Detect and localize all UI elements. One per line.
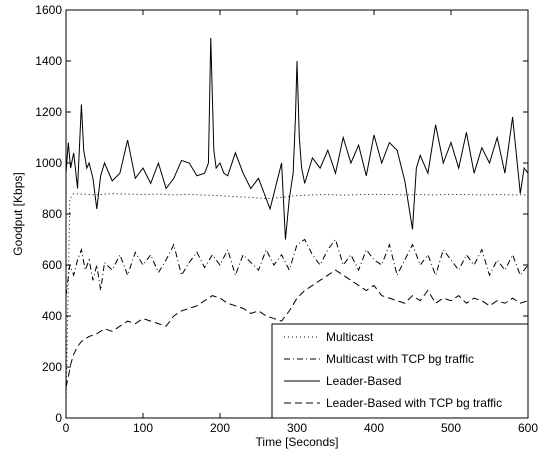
y-axis-label: Goodput [Kbps] bbox=[11, 172, 25, 255]
legend-label-1: Multicast bbox=[326, 330, 374, 344]
y-tick-label: 0 bbox=[55, 411, 62, 425]
y-tick-label: 600 bbox=[42, 258, 62, 272]
series-line-1 bbox=[65, 193, 528, 406]
legend-label-3: Leader-Based bbox=[326, 374, 401, 388]
x-tick-label: 200 bbox=[210, 421, 230, 435]
x-tick-label: 500 bbox=[441, 421, 461, 435]
x-tick-label: 400 bbox=[364, 421, 384, 435]
legend-label-2: Multicast with TCP bg traffic bbox=[326, 352, 474, 366]
y-tick-label: 1200 bbox=[35, 105, 62, 119]
x-axis-label: Time [Seconds] bbox=[256, 435, 339, 449]
y-tick-label: 200 bbox=[42, 360, 62, 374]
legend-box bbox=[271, 323, 529, 419]
ticks-layer: 0 100 200 300 400 500 600 0 200 400 600 800 1000 1200… bbox=[35, 3, 538, 435]
y-tick-label: 1400 bbox=[35, 54, 62, 68]
legend-label-4: Leader-Based with TCP bg traffic bbox=[326, 396, 502, 410]
y-tick-label: 1000 bbox=[35, 156, 62, 170]
x-tick-label: 0 bbox=[63, 421, 70, 435]
y-tick-label: 1600 bbox=[35, 3, 62, 17]
y-tick-label: 400 bbox=[42, 309, 62, 323]
series-layer bbox=[65, 38, 529, 406]
x-tick-label: 600 bbox=[518, 421, 538, 435]
x-tick-label: 100 bbox=[133, 421, 153, 435]
x-tick-label: 300 bbox=[287, 421, 307, 435]
series-line-4 bbox=[65, 269, 529, 388]
series-line-2 bbox=[65, 238, 529, 296]
legend: Multicast Multicast with TCP bg traffic Le… bbox=[271, 323, 529, 419]
y-tick-label: 800 bbox=[42, 207, 62, 221]
series-line-3 bbox=[65, 38, 529, 240]
